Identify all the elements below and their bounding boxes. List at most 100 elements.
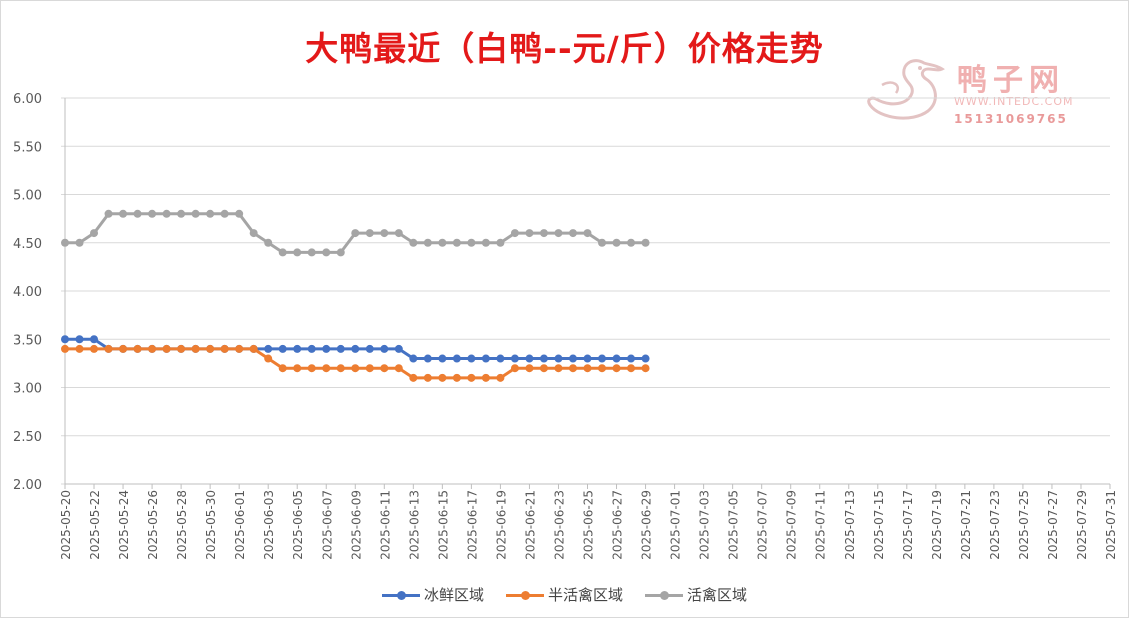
data-point xyxy=(641,354,650,363)
x-axis: 2025-05-20 2025-05-22 2025-05-24 2025-05-26… xyxy=(59,483,1118,560)
data-point xyxy=(496,238,505,247)
legend-item: 半活禽区域 xyxy=(505,584,623,605)
data-point xyxy=(206,344,215,353)
data-point xyxy=(235,344,244,353)
data-point xyxy=(322,248,331,257)
watermark-name: 鸭子网 xyxy=(957,63,1065,98)
data-point xyxy=(568,364,577,373)
data-point xyxy=(612,364,621,373)
y-tick-label: 6.00 xyxy=(13,92,42,107)
x-tick-label: 2025-06-23 xyxy=(552,490,566,560)
data-point xyxy=(148,344,157,353)
data-point xyxy=(409,354,418,363)
data-point xyxy=(336,364,345,373)
data-point xyxy=(75,335,84,344)
x-tick-label: 2025-07-19 xyxy=(930,490,944,560)
data-point xyxy=(438,238,447,247)
data-point xyxy=(627,364,636,373)
x-tick-label: 2025-06-15 xyxy=(436,490,450,560)
data-point xyxy=(351,229,360,238)
data-point xyxy=(539,354,548,363)
legend-label: 半活禽区域 xyxy=(547,586,623,604)
data-point xyxy=(496,373,505,382)
data-point xyxy=(307,364,316,373)
legend-swatch-icon xyxy=(505,590,544,600)
legend-swatch-icon xyxy=(645,590,683,600)
data-point xyxy=(554,364,563,373)
x-tick-label: 2025-06-01 xyxy=(233,490,247,560)
data-point xyxy=(568,354,577,363)
legend-item: 冰鲜区域 xyxy=(381,584,484,605)
data-point xyxy=(162,344,171,353)
data-point xyxy=(452,354,461,363)
x-tick-label: 2025-05-28 xyxy=(175,490,189,560)
x-tick-label: 2025-05-22 xyxy=(88,490,102,560)
legend-label: 活禽区域 xyxy=(687,586,748,604)
data-point xyxy=(612,238,621,247)
data-point xyxy=(220,209,229,218)
x-tick-label: 2025-06-05 xyxy=(291,490,305,560)
data-point xyxy=(351,364,360,373)
data-point xyxy=(423,373,432,382)
data-point xyxy=(510,364,519,373)
data-point xyxy=(452,238,461,247)
x-tick-label: 2025-07-23 xyxy=(988,490,1002,560)
data-point xyxy=(583,354,592,363)
data-point xyxy=(278,364,287,373)
data-point xyxy=(104,344,113,353)
data-point xyxy=(394,344,403,353)
data-point xyxy=(627,238,636,247)
data-point xyxy=(452,373,461,382)
series-line xyxy=(65,347,646,380)
data-point xyxy=(583,364,592,373)
y-tick-label: 4.50 xyxy=(13,237,42,252)
data-point xyxy=(293,364,302,373)
data-point xyxy=(409,373,418,382)
data-point xyxy=(467,238,476,247)
data-point xyxy=(525,354,534,363)
data-point xyxy=(394,364,403,373)
legend-label: 冰鲜区域 xyxy=(423,586,484,604)
y-axis: 6.00 5.50 5.00 4.50 4.00 3.50 3.00 2.50 2.00 xyxy=(13,92,66,493)
data-point xyxy=(162,209,171,218)
y-tick-label: 2.00 xyxy=(13,478,42,493)
data-point xyxy=(583,229,592,238)
x-tick-label: 2025-06-07 xyxy=(320,490,334,560)
x-tick-label: 2025-07-15 xyxy=(872,490,886,560)
data-point xyxy=(75,344,84,353)
data-point xyxy=(322,364,331,373)
y-tick-label: 2.50 xyxy=(13,430,42,445)
data-point xyxy=(481,354,490,363)
data-point xyxy=(612,354,621,363)
data-point xyxy=(438,354,447,363)
x-tick-label: 2025-05-30 xyxy=(204,490,218,560)
x-tick-label: 2025-06-17 xyxy=(465,490,479,560)
data-point xyxy=(148,209,157,218)
x-tick-label: 2025-07-13 xyxy=(843,490,857,560)
data-point xyxy=(119,209,128,218)
data-point xyxy=(119,344,128,353)
x-tick-label: 2025-05-20 xyxy=(59,490,73,560)
x-tick-label: 2025-07-11 xyxy=(814,490,828,560)
data-point xyxy=(568,229,577,238)
data-point xyxy=(61,238,69,247)
data-point xyxy=(380,344,389,353)
x-tick-label: 2025-06-13 xyxy=(407,490,421,560)
data-point xyxy=(61,344,69,353)
data-point xyxy=(293,248,302,257)
x-tick-label: 2025-05-24 xyxy=(117,490,131,560)
x-tick-label: 2025-07-27 xyxy=(1046,490,1060,560)
data-point xyxy=(641,238,650,247)
data-point xyxy=(177,209,186,218)
y-tick-label: 5.00 xyxy=(13,189,42,204)
data-point xyxy=(598,238,607,247)
data-point xyxy=(336,248,345,257)
legend-swatch-icon xyxy=(381,590,420,600)
data-point xyxy=(438,373,447,382)
data-point xyxy=(278,344,287,353)
data-point xyxy=(554,354,563,363)
x-tick-label: 2025-06-27 xyxy=(611,490,625,560)
x-tick-label: 2025-07-25 xyxy=(1017,490,1031,560)
data-point xyxy=(539,229,548,238)
data-point xyxy=(191,344,200,353)
